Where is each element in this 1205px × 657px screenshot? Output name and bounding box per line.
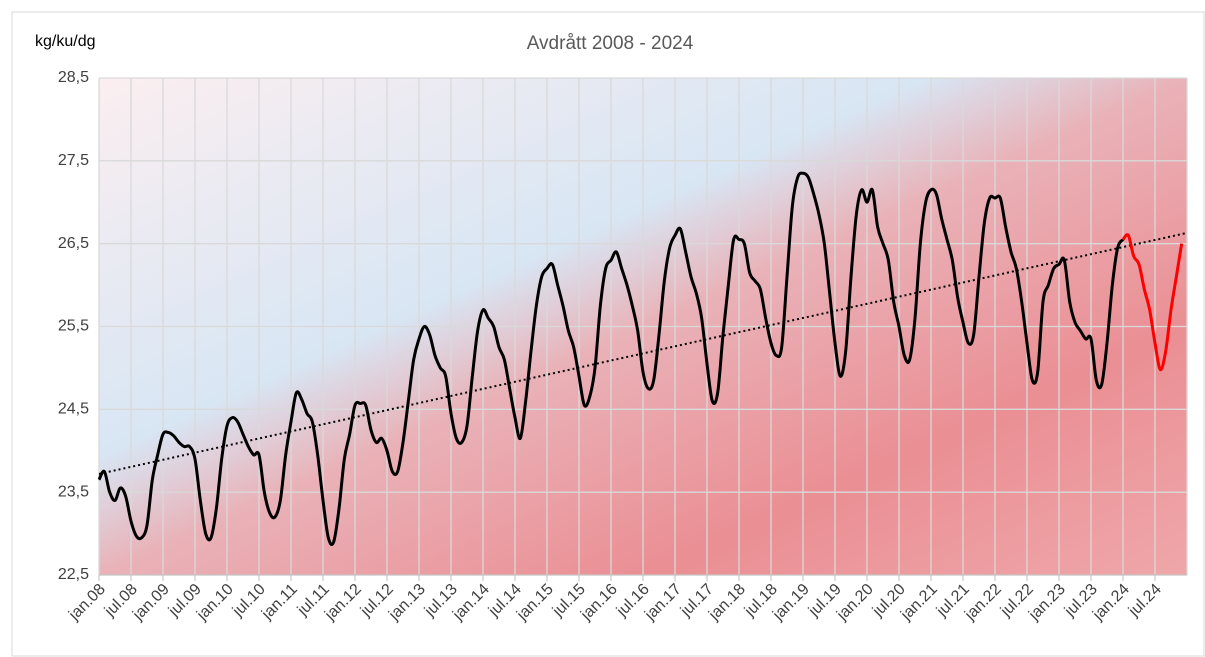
y-axis-label: kg/ku/dg: [35, 33, 95, 50]
y-tick-label: 27,5: [58, 152, 89, 169]
data-line: [97, 171, 1125, 547]
data-line: [1121, 233, 1184, 372]
y-tick-label: 26,5: [58, 235, 89, 252]
trendline: [98, 231, 1188, 475]
y-tick-label: 22,5: [58, 566, 89, 583]
y-tick-label: 28,5: [58, 69, 89, 86]
y-tick-label: 24,5: [58, 401, 89, 418]
y-tick-label: 23,5: [58, 483, 89, 500]
y-tick-label: 25,5: [58, 318, 89, 335]
chart-title: Avdrått 2008 - 2024: [527, 33, 694, 54]
